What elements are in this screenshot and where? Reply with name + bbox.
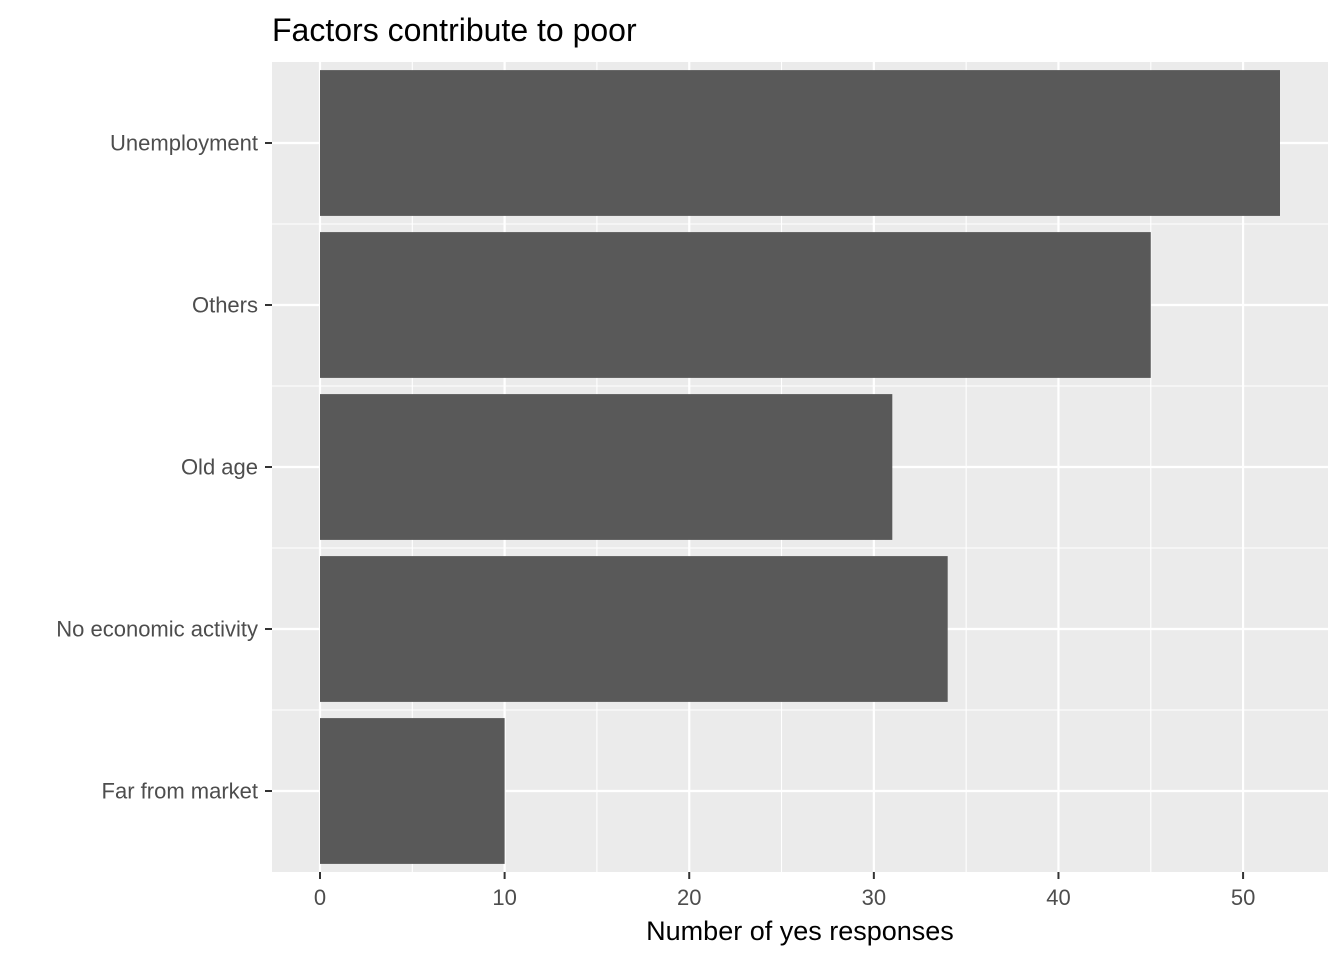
x-tick-label: 0 <box>314 885 326 910</box>
x-tick-label: 40 <box>1046 885 1070 910</box>
x-tick-label: 10 <box>492 885 516 910</box>
category-label: Far from market <box>102 779 258 804</box>
category-label: Old age <box>181 455 258 480</box>
x-tick-label: 30 <box>862 885 886 910</box>
x-tick-label: 20 <box>677 885 701 910</box>
y-axis: Unemployment Others Old age No economic act… <box>56 131 272 804</box>
chart-title: Factors contribute to poor <box>272 12 637 48</box>
category-label: No economic activity <box>56 617 258 642</box>
bar <box>320 556 948 702</box>
x-axis-title: Number of yes responses <box>646 916 954 946</box>
x-axis: 0 10 20 30 40 50 <box>314 872 1255 910</box>
category-label: Unemployment <box>110 131 258 156</box>
bar <box>320 232 1151 378</box>
bar <box>320 394 893 540</box>
bars <box>320 70 1280 864</box>
bar <box>320 718 505 864</box>
x-tick-label: 50 <box>1231 885 1255 910</box>
bar <box>320 70 1280 216</box>
category-label: Others <box>192 293 258 318</box>
